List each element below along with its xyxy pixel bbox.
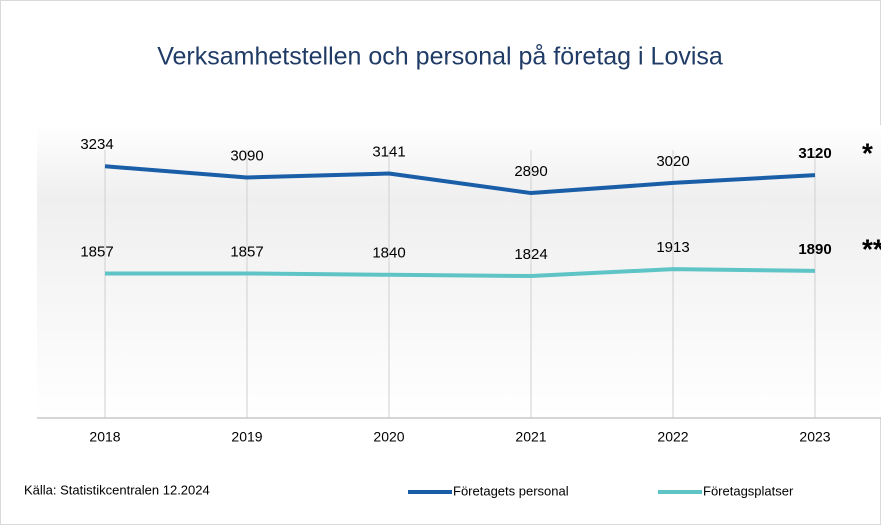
annotation: *: [862, 138, 873, 169]
x-tick-label: 2021: [515, 429, 546, 445]
legend-label: Företagets personal: [453, 483, 569, 498]
data-label: 3090: [230, 147, 263, 164]
chart-title: Verksamhetstellen och personal på företa…: [157, 43, 723, 71]
data-label: 1913: [656, 239, 689, 256]
data-label: 1824: [514, 246, 547, 263]
annotation: **: [862, 233, 881, 264]
x-tick-label: 2020: [373, 429, 404, 445]
x-tick-label: 2023: [799, 429, 830, 445]
x-tick-label: 2018: [89, 429, 120, 445]
legend-label: Företagsplatser: [703, 483, 794, 498]
data-label: 3234: [80, 136, 113, 153]
source-note: Källa: Statistikcentralen 12.2024: [24, 482, 210, 497]
series-line: [104, 164, 816, 196]
x-tick-label: 2022: [657, 429, 688, 445]
data-label: 1857: [80, 243, 113, 260]
data-label: 3120: [798, 145, 831, 162]
data-label: 1857: [230, 243, 263, 260]
x-tick-label: 2019: [231, 429, 262, 445]
series-line: [105, 267, 816, 279]
data-label: 3020: [656, 153, 689, 170]
data-label: 3141: [372, 143, 405, 160]
data-label: 2890: [514, 163, 547, 180]
data-label: 1840: [372, 245, 405, 262]
data-label: 1890: [798, 241, 831, 258]
